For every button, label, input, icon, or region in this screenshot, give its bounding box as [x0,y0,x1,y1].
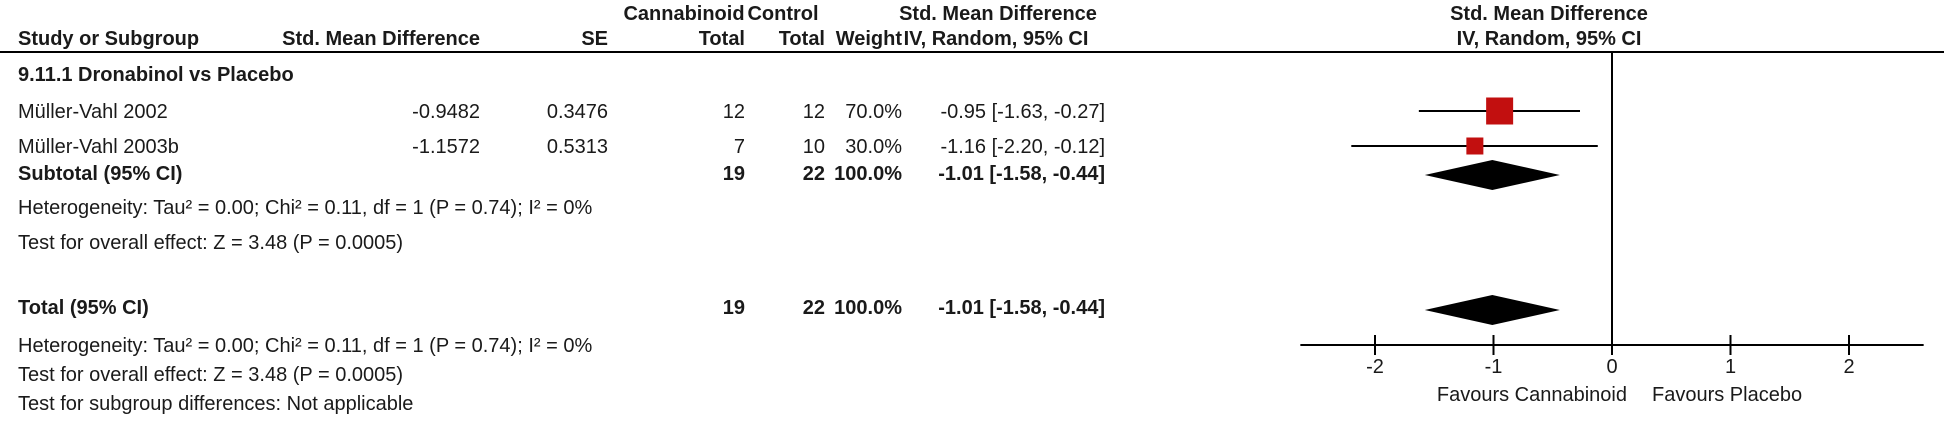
study-control-total: 12 [802,101,825,123]
study-control-total: 10 [802,136,825,158]
total-label: Total (95% CI) [18,297,149,319]
subgroup-label: 9.11.1 Dronabinol vs Placebo [18,64,294,86]
header-cannabinoid-total: Total [698,28,745,50]
header-group-control: Control [747,3,819,25]
study-weight: 30.0% [845,136,902,158]
header-smd-title-right: Std. Mean Difference [1450,3,1648,25]
total-row: Total (95% CI) 19 22 100.0% -1.01 [-1.58… [0,296,1944,320]
favours-left-label: Favours Cannabinoid [1436,384,1627,406]
header-ci-method-left: IV, Random, 95% CI [903,28,1089,50]
header-ci-method-right: IV, Random, 95% CI [1456,28,1642,50]
subgroup-differences-text: Test for subgroup differences: Not appli… [18,393,414,415]
study-cannabinoid-total: 7 [733,136,745,158]
subtotal-row: Subtotal (95% CI) 19 22 100.0% -1.01 [-1… [0,162,1944,186]
subtotal-control-total: 22 [802,163,825,185]
total-weight: 100.0% [834,297,902,319]
study-row-1: Müller-Vahl 2002 -0.9482 0.3476 12 12 70… [0,100,1944,124]
heterogeneity-text: Heterogeneity: Tau² = 0.00; Chi² = 0.11,… [18,335,593,357]
header-row-columns: Study or Subgroup Std. Mean Difference S… [0,27,1944,51]
study-se: 0.3476 [546,101,608,123]
total-heterogeneity-row: Heterogeneity: Tau² = 0.00; Chi² = 0.11,… [0,334,1944,358]
study-smd: -1.1572 [412,136,480,158]
header-smd-title-left: Std. Mean Difference [899,3,1097,25]
axis-tick-label: -2 [1366,356,1384,378]
header-se: SE [581,28,608,50]
overall-effect-text: Test for overall effect: Z = 3.48 (P = 0… [18,364,404,386]
header-group-cannabinoid: Cannabinoid [623,3,745,25]
subgroup-overall-effect-row: Test for overall effect: Z = 3.48 (P = 0… [0,231,1944,255]
total-control-total: 22 [802,297,825,319]
study-name: Müller-Vahl 2002 [18,101,168,123]
axis-tick-label: 1 [1725,356,1736,378]
study-se: 0.5313 [546,136,608,158]
header-divider [0,51,1944,53]
subtotal-cannabinoid-total: 19 [722,163,745,185]
study-ci: -0.95 [-1.63, -0.27] [940,101,1105,123]
study-cannabinoid-total: 12 [722,101,745,123]
header-weight: Weight [835,28,902,50]
header-row-groups: Cannabinoid Control Std. Mean Difference… [0,2,1944,26]
total-ci: -1.01 [-1.58, -0.44] [938,297,1105,319]
axis-tick-label: -1 [1485,356,1503,378]
study-ci: -1.16 [-2.20, -0.12] [940,136,1105,158]
total-diamond [1424,295,1560,325]
subtotal-label: Subtotal (95% CI) [18,163,183,185]
total-cannabinoid-total: 19 [722,297,745,319]
subtotal-weight: 100.0% [834,163,902,185]
subgroup-heterogeneity-row: Heterogeneity: Tau² = 0.00; Chi² = 0.11,… [0,196,1944,220]
study-smd: -0.9482 [412,101,480,123]
total-overall-effect-row: Test for overall effect: Z = 3.48 (P = 0… [0,363,1944,387]
study-row-2: Müller-Vahl 2003b -1.1572 0.5313 7 10 30… [0,135,1944,159]
heterogeneity-text: Heterogeneity: Tau² = 0.00; Chi² = 0.11,… [18,197,593,219]
overall-effect-text: Test for overall effect: Z = 3.48 (P = 0… [18,232,404,254]
study-marker [1486,97,1514,125]
subgroup-header-row: 9.11.1 Dronabinol vs Placebo [0,63,1944,87]
axis-tick-label: 0 [1606,356,1617,378]
axis-tick-label: 2 [1843,356,1854,378]
subtotal-ci: -1.01 [-1.58, -0.44] [938,163,1105,185]
favours-right-label: Favours Placebo [1652,384,1803,406]
header-study: Study or Subgroup [18,28,200,50]
study-name: Müller-Vahl 2003b [18,136,179,158]
study-marker [1466,137,1484,155]
header-smd: Std. Mean Difference [282,28,480,50]
study-weight: 70.0% [845,101,902,123]
subtotal-diamond [1424,160,1560,190]
header-control-total: Total [778,28,825,50]
subgroup-differences-row: Test for subgroup differences: Not appli… [0,392,1944,416]
